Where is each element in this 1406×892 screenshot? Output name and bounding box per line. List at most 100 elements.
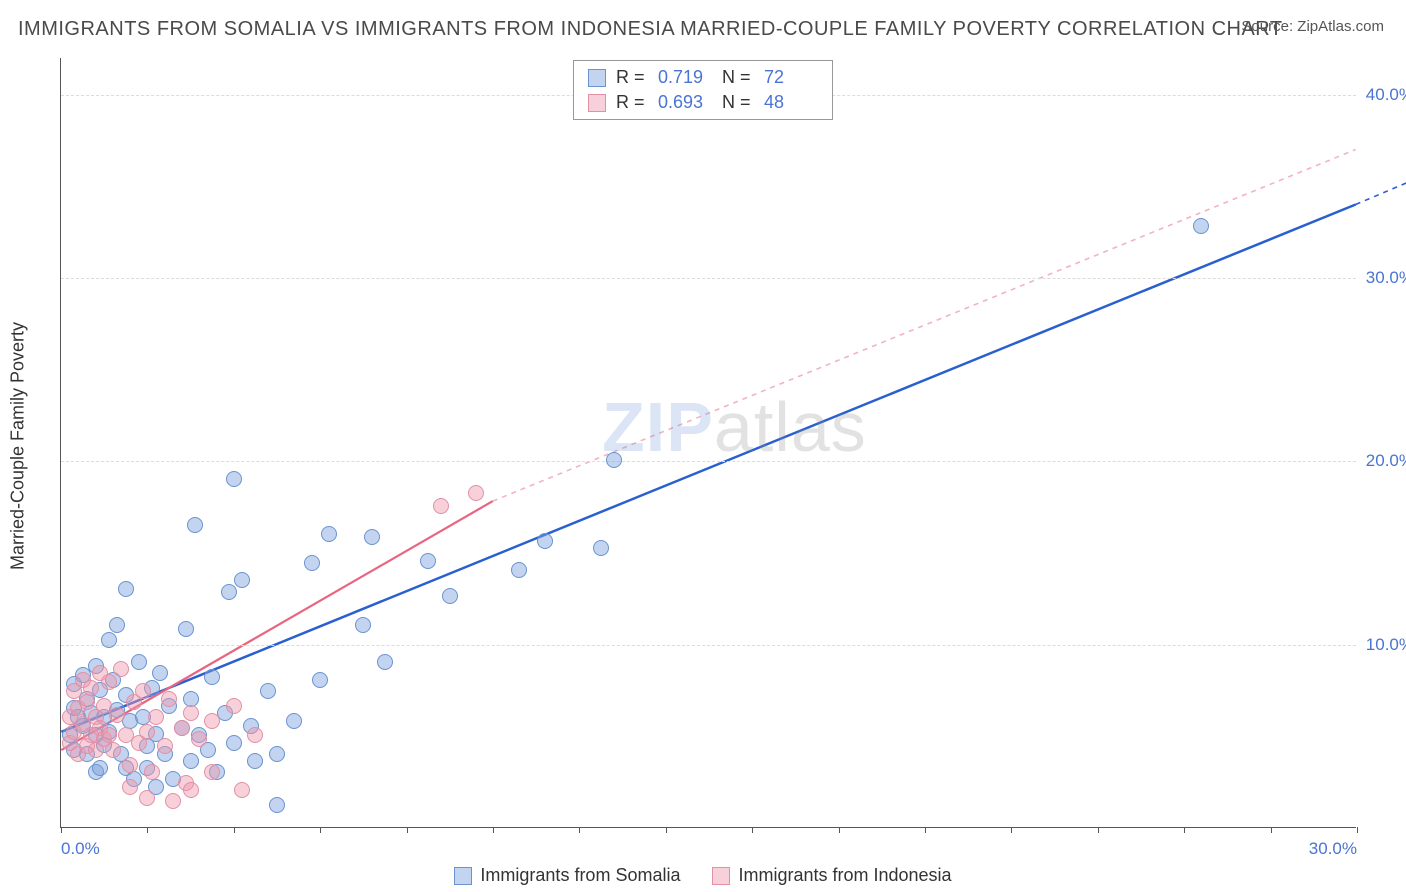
scatter-point <box>304 555 320 571</box>
scatter-point <box>226 735 242 751</box>
legend-swatch <box>712 867 730 885</box>
y-tick-label: 20.0% <box>1366 451 1406 471</box>
stats-n-value: 72 <box>764 67 818 88</box>
stats-n-value: 48 <box>764 92 818 113</box>
scatter-point <box>420 553 436 569</box>
scatter-point <box>226 471 242 487</box>
stats-r-label: R = <box>616 92 648 113</box>
legend-swatch <box>588 69 606 87</box>
x-tick-label: 30.0% <box>1309 839 1357 859</box>
x-tickmark <box>1098 827 1099 833</box>
x-tickmark <box>839 827 840 833</box>
x-tickmark <box>1011 827 1012 833</box>
source-prefix: Source: <box>1241 18 1297 35</box>
trend-lines-layer <box>61 58 1356 827</box>
scatter-point <box>139 790 155 806</box>
scatter-point <box>79 694 95 710</box>
stats-n-label: N = <box>722 67 754 88</box>
scatter-point <box>286 713 302 729</box>
x-tickmark <box>407 827 408 833</box>
stats-n-label: N = <box>722 92 754 113</box>
scatter-point <box>109 617 125 633</box>
x-tickmark <box>61 827 62 833</box>
trend-line <box>493 150 1356 502</box>
legend-item: Immigrants from Indonesia <box>712 865 951 886</box>
x-tickmark <box>147 827 148 833</box>
scatter-point <box>433 498 449 514</box>
scatter-point <box>355 617 371 633</box>
legend-swatch <box>588 94 606 112</box>
scatter-point <box>221 584 237 600</box>
scatter-point <box>144 764 160 780</box>
scatter-point <box>157 738 173 754</box>
scatter-point <box>101 727 117 743</box>
scatter-point <box>468 485 484 501</box>
source-value: ZipAtlas.com <box>1297 18 1384 35</box>
scatter-point <box>204 764 220 780</box>
scatter-point <box>226 698 242 714</box>
gridline <box>61 645 1356 646</box>
scatter-point <box>122 757 138 773</box>
scatter-point <box>183 691 199 707</box>
scatter-point <box>174 720 190 736</box>
scatter-point <box>260 683 276 699</box>
scatter-point <box>606 452 622 468</box>
x-tickmark <box>1271 827 1272 833</box>
y-axis-label: Married-Couple Family Poverty <box>8 322 29 570</box>
scatter-point <box>139 724 155 740</box>
gridline <box>61 278 1356 279</box>
x-tickmark <box>1357 827 1358 833</box>
x-tickmark <box>579 827 580 833</box>
watermark: ZIPatlas <box>602 387 867 467</box>
stats-r-label: R = <box>616 67 648 88</box>
watermark-sub: atlas <box>714 388 867 466</box>
stats-row: R = 0.693 N = 48 <box>574 90 832 115</box>
x-tick-label: 0.0% <box>61 839 100 859</box>
scatter-point <box>109 707 125 723</box>
stats-r-value: 0.693 <box>658 92 712 113</box>
scatter-point <box>442 588 458 604</box>
y-tick-label: 40.0% <box>1366 85 1406 105</box>
scatter-point <box>269 746 285 762</box>
scatter-point <box>321 526 337 542</box>
scatter-point <box>135 683 151 699</box>
scatter-point <box>269 797 285 813</box>
stats-row: R = 0.719 N = 72 <box>574 65 832 90</box>
source-label: Source: ZipAtlas.com <box>1241 18 1384 35</box>
scatter-point <box>234 782 250 798</box>
x-tickmark <box>320 827 321 833</box>
scatter-point <box>377 654 393 670</box>
x-tickmark <box>752 827 753 833</box>
scatter-point <box>122 779 138 795</box>
y-tick-label: 30.0% <box>1366 268 1406 288</box>
scatter-point <box>511 562 527 578</box>
x-tickmark <box>925 827 926 833</box>
x-tickmark <box>1184 827 1185 833</box>
scatter-point <box>234 572 250 588</box>
chart-title: IMMIGRANTS FROM SOMALIA VS IMMIGRANTS FR… <box>18 18 1283 41</box>
scatter-point <box>101 632 117 648</box>
scatter-point <box>165 793 181 809</box>
scatter-point <box>118 581 134 597</box>
y-tick-label: 10.0% <box>1366 635 1406 655</box>
scatter-point <box>183 753 199 769</box>
scatter-point <box>364 529 380 545</box>
trend-line <box>61 204 1355 731</box>
plot-area: ZIPatlas 10.0%20.0%30.0%40.0%0.0%30.0% <box>60 58 1356 828</box>
scatter-point <box>312 672 328 688</box>
stats-r-value: 0.719 <box>658 67 712 88</box>
scatter-point <box>148 709 164 725</box>
scatter-point <box>183 782 199 798</box>
scatter-point <box>83 680 99 696</box>
legend-swatch <box>454 867 472 885</box>
scatter-point <box>191 731 207 747</box>
scatter-point <box>204 669 220 685</box>
scatter-point <box>101 674 117 690</box>
scatter-point <box>161 691 177 707</box>
stats-legend-box: R = 0.719 N = 72 R = 0.693 N = 48 <box>573 60 833 120</box>
scatter-point <box>178 621 194 637</box>
scatter-point <box>183 705 199 721</box>
scatter-point <box>247 727 263 743</box>
scatter-point <box>537 533 553 549</box>
scatter-point <box>92 760 108 776</box>
